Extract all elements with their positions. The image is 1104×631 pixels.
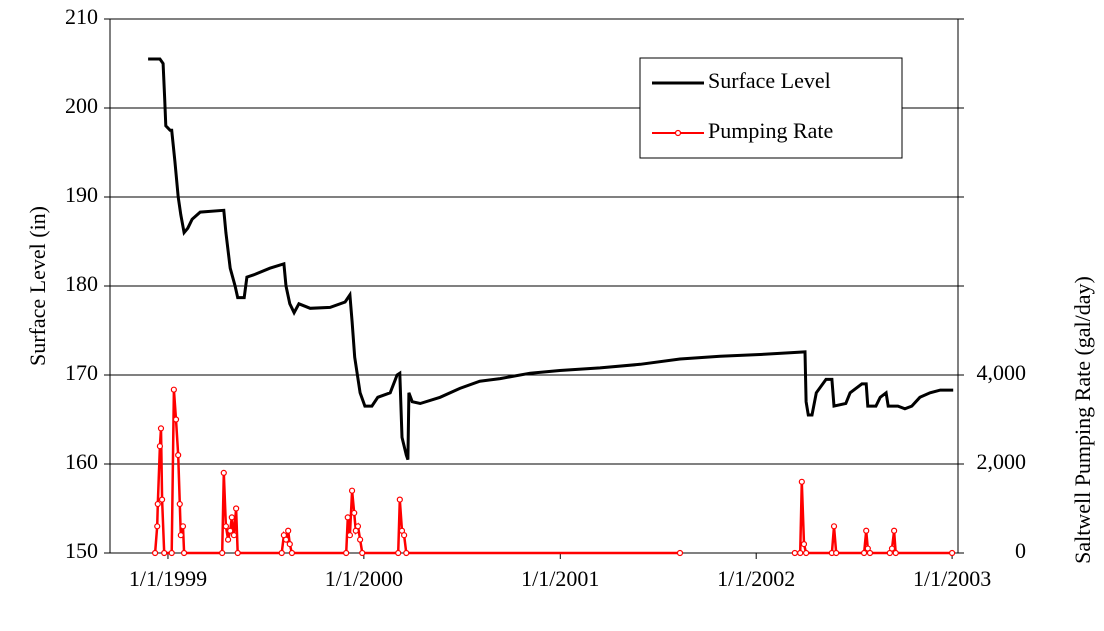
series-marker bbox=[403, 549, 410, 557]
series-marker bbox=[230, 532, 238, 539]
series-marker bbox=[278, 549, 285, 557]
series-marker bbox=[892, 549, 899, 557]
series-marker bbox=[282, 536, 290, 543]
y-tick-label: 190 bbox=[65, 182, 98, 207]
series-marker bbox=[175, 452, 182, 459]
series-marker bbox=[157, 425, 165, 432]
series-marker bbox=[177, 532, 184, 539]
series-marker bbox=[401, 532, 408, 539]
series-marker bbox=[156, 443, 164, 450]
series-marker bbox=[219, 549, 226, 557]
series-marker bbox=[343, 549, 350, 557]
series-marker bbox=[180, 549, 188, 557]
y-tick-label: 170 bbox=[65, 360, 98, 385]
series-marker bbox=[233, 505, 240, 512]
series-marker bbox=[228, 514, 235, 521]
y-tick-label: 150 bbox=[65, 538, 98, 563]
series-marker bbox=[344, 514, 351, 521]
series-marker bbox=[172, 416, 180, 423]
series-marker bbox=[224, 536, 232, 543]
series-marker bbox=[168, 549, 175, 557]
y-tick-label: 210 bbox=[65, 4, 98, 29]
series-marker bbox=[346, 532, 354, 539]
y2-axis-label: Saltwell Pumping Rate (gal/day) bbox=[1070, 276, 1095, 564]
series-marker bbox=[800, 540, 808, 548]
y-tick-label: 180 bbox=[65, 271, 98, 296]
series-marker bbox=[395, 549, 402, 557]
series-marker bbox=[151, 549, 159, 557]
legend-label: Surface Level bbox=[708, 68, 831, 93]
series-marker bbox=[161, 549, 168, 557]
series-marker bbox=[396, 496, 403, 503]
series-marker bbox=[888, 545, 896, 552]
y-tick-label: 200 bbox=[65, 93, 98, 118]
series-marker bbox=[798, 478, 805, 485]
series-marker bbox=[891, 527, 898, 534]
series-marker bbox=[234, 549, 241, 557]
series-marker bbox=[863, 527, 870, 534]
series-marker bbox=[220, 469, 227, 476]
series-line bbox=[794, 481, 953, 555]
series-marker bbox=[357, 536, 364, 543]
series-marker bbox=[285, 527, 292, 534]
x-tick-label: 1/1/2001 bbox=[521, 566, 599, 591]
series-marker bbox=[222, 523, 230, 530]
legend-marker bbox=[674, 129, 682, 137]
series-marker bbox=[348, 487, 356, 494]
series-marker bbox=[158, 496, 166, 503]
series-line bbox=[153, 389, 680, 555]
series-marker bbox=[154, 523, 161, 530]
y-tick-label: 160 bbox=[65, 449, 98, 474]
series-marker bbox=[359, 549, 366, 557]
legend-label: Pumping Rate bbox=[708, 118, 833, 143]
x-tick-label: 1/1/1999 bbox=[129, 566, 207, 591]
y-axis-label: Surface Level (in) bbox=[25, 206, 50, 366]
series-marker bbox=[176, 500, 183, 508]
series-marker bbox=[154, 500, 161, 508]
series-marker bbox=[866, 549, 874, 557]
series-marker bbox=[797, 549, 804, 557]
series-marker bbox=[860, 549, 868, 557]
x-tick-label: 1/1/2003 bbox=[913, 566, 991, 591]
y2-tick-label: 4,000 bbox=[977, 360, 1027, 385]
series-marker bbox=[286, 540, 293, 548]
series-marker bbox=[179, 523, 187, 530]
series-marker bbox=[170, 386, 177, 393]
series-marker bbox=[288, 549, 296, 557]
series-marker bbox=[791, 549, 798, 557]
series-line bbox=[148, 57, 954, 461]
series-marker bbox=[227, 527, 234, 534]
series-marker bbox=[351, 509, 358, 517]
series-marker bbox=[948, 549, 956, 557]
series-marker bbox=[833, 549, 840, 557]
series-marker bbox=[803, 549, 810, 557]
y2-tick-label: 0 bbox=[1015, 538, 1026, 563]
series-marker bbox=[676, 549, 684, 557]
legend-box bbox=[639, 57, 903, 159]
y2-tick-label: 2,000 bbox=[977, 449, 1027, 474]
series-marker bbox=[354, 523, 362, 530]
series-marker bbox=[830, 523, 838, 530]
x-tick-label: 1/1/2000 bbox=[325, 566, 403, 591]
x-tick-label: 1/1/2002 bbox=[717, 566, 795, 591]
